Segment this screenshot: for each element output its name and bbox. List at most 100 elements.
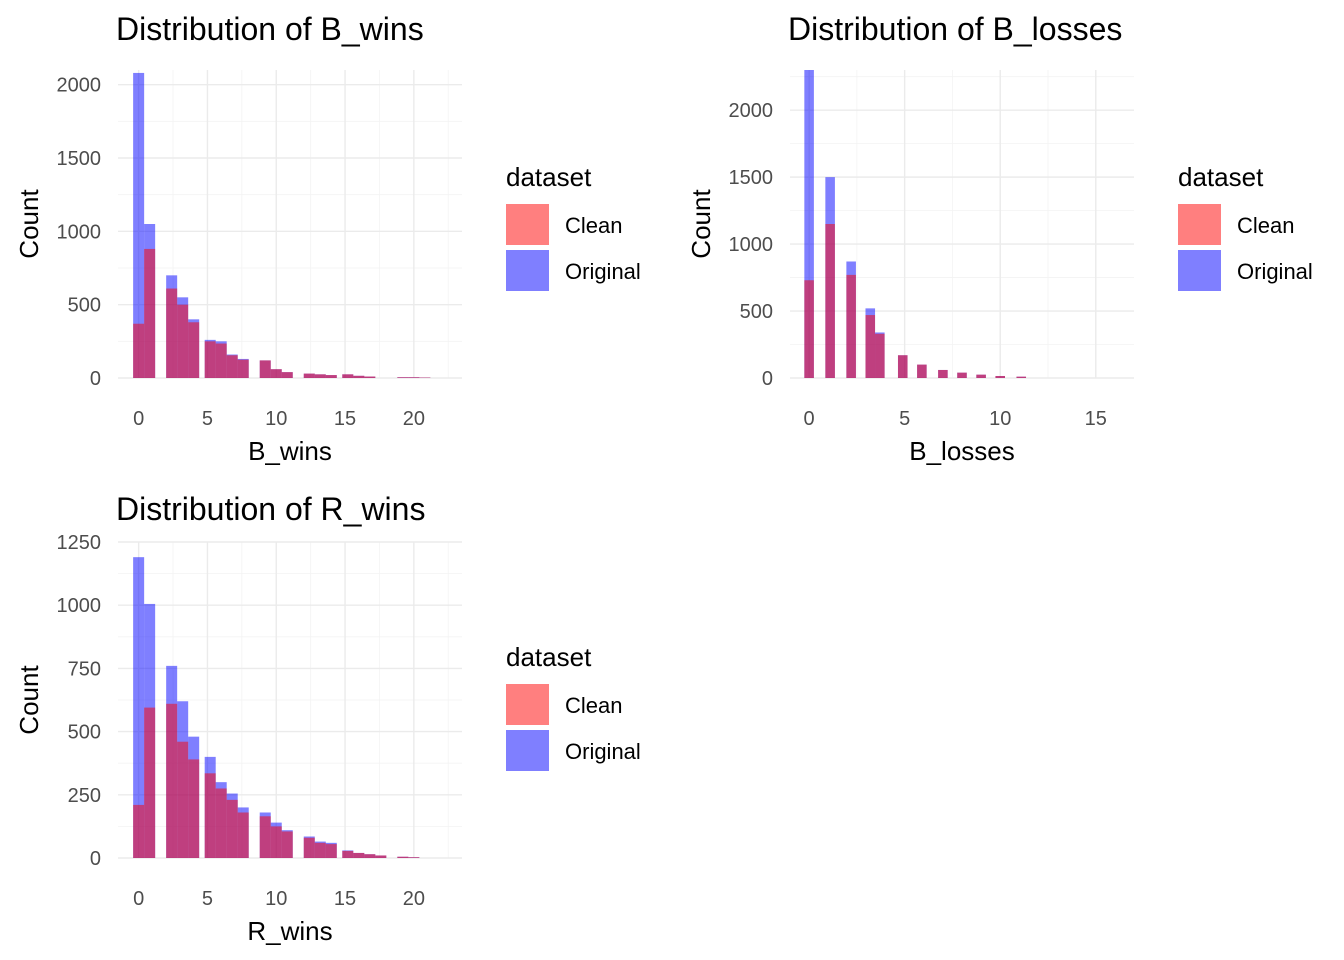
legend: dataset Clean Original bbox=[1178, 162, 1313, 291]
bar-clean bbox=[204, 341, 216, 378]
bar-clean bbox=[133, 804, 145, 858]
bar-clean bbox=[917, 364, 927, 378]
bar-clean bbox=[144, 707, 156, 858]
bar-clean bbox=[995, 375, 1005, 378]
bar-clean bbox=[314, 842, 326, 858]
x-tick-label: 5 bbox=[202, 408, 213, 430]
x-tick-label: 20 bbox=[403, 408, 425, 430]
legend-title: dataset bbox=[1178, 162, 1264, 192]
bar-clean bbox=[897, 355, 908, 378]
bar-clean bbox=[342, 374, 354, 378]
bar-clean bbox=[957, 372, 967, 378]
x-tick-label: 15 bbox=[334, 408, 356, 430]
legend-label-clean: Clean bbox=[565, 213, 622, 238]
x-tick-label: 15 bbox=[1085, 408, 1107, 430]
y-tick-label: 1500 bbox=[729, 167, 774, 189]
bar-clean bbox=[188, 759, 200, 858]
bar-clean bbox=[237, 812, 249, 858]
bar-clean bbox=[364, 376, 376, 378]
legend-key-clean bbox=[506, 204, 549, 245]
legend-label-clean: Clean bbox=[565, 693, 622, 718]
bar-original bbox=[133, 72, 145, 378]
bar-clean bbox=[270, 369, 282, 378]
bar-clean bbox=[408, 377, 420, 378]
bar-clean bbox=[204, 773, 216, 858]
x-tick-label: 5 bbox=[202, 888, 213, 910]
bar-clean bbox=[237, 359, 249, 378]
bar-clean bbox=[825, 224, 835, 378]
bar-clean bbox=[375, 855, 387, 858]
bar-clean bbox=[259, 816, 271, 858]
x-tick-label: 10 bbox=[265, 888, 287, 910]
bar-clean bbox=[281, 831, 293, 858]
x-tick-label: 0 bbox=[133, 408, 144, 430]
bar-clean bbox=[215, 343, 227, 378]
bar-clean bbox=[875, 333, 885, 378]
bar-clean bbox=[215, 788, 227, 858]
y-tick-label: 1000 bbox=[729, 234, 774, 256]
legend: dataset Clean Original bbox=[506, 162, 641, 291]
y-tick-label: 0 bbox=[762, 368, 773, 390]
y-tick-label: 750 bbox=[68, 658, 101, 680]
y-tick-label: 1250 bbox=[57, 532, 102, 554]
bar-clean bbox=[226, 799, 238, 858]
bar-clean bbox=[144, 248, 156, 378]
bar-clean bbox=[1016, 376, 1027, 378]
chart-panel-2: 0 5 10 15 0 500 1000 1500 2000 Distribution of B_… bbox=[686, 11, 1313, 466]
bar-clean bbox=[938, 369, 948, 378]
chart-title: Distribution of B_losses bbox=[788, 11, 1122, 47]
legend-key-clean bbox=[506, 684, 549, 725]
x-tick-label: 15 bbox=[334, 888, 356, 910]
bar-original bbox=[804, 70, 814, 378]
bar-clean bbox=[408, 857, 420, 858]
y-tick-label: 2000 bbox=[57, 75, 102, 97]
legend-label-original: Original bbox=[565, 259, 641, 284]
legend-label-original: Original bbox=[565, 739, 641, 764]
legend-label-clean: Clean bbox=[1237, 213, 1294, 238]
legend-label-original: Original bbox=[1237, 259, 1313, 284]
legend-key-clean bbox=[1178, 204, 1221, 245]
x-axis-title: B_losses bbox=[909, 436, 1015, 466]
y-tick-label: 1500 bbox=[57, 148, 102, 170]
y-axis-title: Count bbox=[686, 189, 716, 259]
bar-clean bbox=[325, 375, 337, 378]
chart-title: Distribution of B_wins bbox=[116, 11, 424, 47]
y-tick-label: 250 bbox=[68, 785, 101, 807]
bar-clean bbox=[226, 355, 238, 378]
bar-clean bbox=[342, 850, 354, 858]
bar-clean bbox=[259, 360, 271, 378]
chart-panel-1: 0 5 10 15 20 0 500 1000 1500 2000 Distribution of … bbox=[14, 11, 641, 466]
y-tick-label: 1000 bbox=[57, 221, 102, 243]
bar-clean bbox=[303, 837, 315, 858]
bar-clean bbox=[325, 844, 337, 858]
x-tick-label: 0 bbox=[804, 408, 815, 430]
legend-key-original bbox=[506, 250, 549, 291]
bar-clean bbox=[353, 375, 365, 378]
x-tick-label: 10 bbox=[989, 408, 1011, 430]
bar-clean bbox=[133, 323, 145, 378]
y-tick-label: 1000 bbox=[57, 595, 102, 617]
bar-clean bbox=[364, 854, 376, 858]
bar-clean bbox=[846, 274, 856, 378]
bar-clean bbox=[865, 315, 876, 378]
x-tick-label: 5 bbox=[899, 408, 910, 430]
y-tick-label: 2000 bbox=[729, 100, 774, 122]
bar-clean bbox=[270, 826, 282, 858]
bar-clean bbox=[166, 288, 178, 378]
bar-original bbox=[133, 557, 145, 858]
bar-clean bbox=[166, 703, 178, 858]
bar-clean bbox=[314, 374, 326, 378]
bar-clean bbox=[281, 372, 293, 378]
bar-clean bbox=[303, 373, 315, 378]
bar-clean bbox=[397, 377, 409, 378]
x-tick-label: 10 bbox=[265, 408, 287, 430]
legend-title: dataset bbox=[506, 162, 592, 192]
legend-key-original bbox=[1178, 250, 1221, 291]
legend: dataset Clean Original bbox=[506, 642, 641, 771]
y-tick-label: 0 bbox=[90, 368, 101, 390]
bar-clean bbox=[976, 374, 986, 378]
y-tick-label: 500 bbox=[68, 295, 101, 317]
x-axis-title: R_wins bbox=[247, 916, 332, 946]
y-tick-label: 500 bbox=[740, 301, 773, 323]
